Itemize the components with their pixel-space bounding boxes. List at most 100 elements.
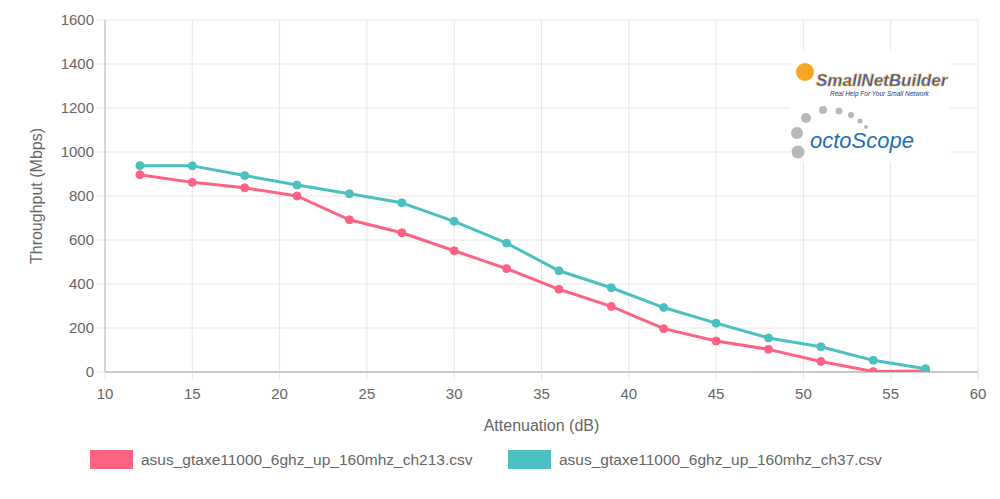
logo-title: SmallNetBuilder	[816, 71, 949, 90]
series-point	[869, 368, 877, 372]
series-point	[555, 285, 563, 293]
series-point	[764, 345, 772, 353]
logo-dot	[819, 106, 827, 114]
x-tick-label: 60	[970, 385, 987, 402]
series-point	[450, 247, 458, 255]
series-point	[660, 325, 668, 333]
series-point	[503, 239, 511, 247]
series-point	[241, 184, 249, 192]
x-tick	[192, 372, 193, 380]
logo: SmallNetBuilderReal Help For Your Small …	[790, 50, 950, 162]
y-tick	[97, 240, 105, 241]
legend-label: asus_gtaxe11000_6ghz_up_160mhz_ch37.csv	[559, 451, 882, 468]
series-point	[188, 162, 196, 170]
x-grid-line	[454, 20, 455, 372]
logo-dot	[791, 127, 803, 139]
x-tick	[890, 372, 891, 380]
x-tick-label: 20	[271, 385, 288, 402]
legend-label: asus_gtaxe11000_6ghz_up_160mhz_ch213.csv	[141, 451, 473, 468]
logo-dot	[836, 108, 843, 115]
y-tick	[97, 328, 105, 329]
series-point	[712, 337, 720, 345]
series	[136, 171, 930, 372]
series-point	[817, 343, 825, 351]
series-point	[607, 302, 615, 310]
logo-mascot	[796, 63, 814, 81]
series-point	[398, 229, 406, 237]
y-tick	[97, 284, 105, 285]
series-point	[660, 304, 668, 312]
y-tick	[97, 152, 105, 153]
x-grid-line	[628, 20, 629, 372]
series-point	[136, 162, 144, 170]
x-grid-line	[105, 20, 106, 372]
x-tick	[279, 372, 280, 380]
logo-background	[790, 50, 950, 162]
plot-area	[136, 162, 930, 372]
x-grid-line	[541, 20, 542, 372]
y-axis-line	[105, 20, 106, 372]
series-point	[345, 190, 353, 198]
x-tick	[628, 372, 629, 380]
x-tick-label: 10	[97, 385, 114, 402]
grid	[97, 20, 978, 380]
x-tick-label: 50	[795, 385, 812, 402]
legend-swatch	[90, 450, 133, 469]
y-tick-label: 1000	[61, 143, 94, 160]
y-tick-label: 200	[69, 319, 94, 336]
x-tick-label: 45	[708, 385, 725, 402]
logo-dot	[801, 113, 811, 123]
y-tick-label: 400	[69, 275, 94, 292]
series-point	[607, 284, 615, 292]
series	[136, 162, 930, 372]
y-grid-line	[105, 372, 978, 373]
series-point	[869, 356, 877, 364]
logo-dot	[792, 146, 805, 159]
x-tick-label: 40	[620, 385, 637, 402]
x-axis-title: Attenuation (dB)	[484, 417, 600, 434]
x-tick	[716, 372, 717, 380]
series-line	[140, 166, 926, 369]
y-tick	[97, 64, 105, 65]
y-tick-label: 1600	[61, 11, 94, 28]
series-point	[712, 319, 720, 327]
logo-dot	[848, 112, 854, 118]
y-tick-label: 1400	[61, 55, 94, 72]
series-point	[293, 192, 301, 200]
logo-octoscope: octoScope	[810, 128, 914, 153]
series-point	[136, 171, 144, 179]
x-axis-line	[105, 372, 978, 373]
chart: 0200400600800100012001400160010152025303…	[0, 0, 1000, 499]
series-point	[764, 334, 772, 342]
x-tick-label: 30	[446, 385, 463, 402]
series-point	[398, 199, 406, 207]
x-tick	[978, 372, 979, 380]
x-tick-label: 15	[184, 385, 201, 402]
x-grid-line	[978, 20, 979, 372]
logo-tagline: Real Help For Your Small Network	[830, 90, 930, 98]
series-point	[503, 265, 511, 273]
x-tick	[541, 372, 542, 380]
y-tick	[97, 196, 105, 197]
series-point	[188, 178, 196, 186]
series-point	[450, 217, 458, 225]
x-grid-line	[192, 20, 193, 372]
series-point	[922, 365, 930, 372]
x-tick	[105, 372, 106, 380]
series-point	[345, 216, 353, 224]
series-point	[555, 267, 563, 275]
y-tick	[97, 108, 105, 109]
x-tick-label: 35	[533, 385, 550, 402]
x-tick	[366, 372, 367, 380]
y-tick	[97, 20, 105, 21]
series-line	[140, 175, 926, 372]
y-tick-label: 800	[69, 187, 94, 204]
series-point	[293, 181, 301, 189]
logo-dot	[858, 119, 863, 124]
y-tick	[97, 372, 105, 373]
x-tick-label: 55	[882, 385, 899, 402]
x-tick-label: 25	[359, 385, 376, 402]
legend: asus_gtaxe11000_6ghz_up_160mhz_ch213.csv…	[90, 450, 882, 469]
x-tick	[454, 372, 455, 380]
y-tick-label: 1200	[61, 99, 94, 116]
